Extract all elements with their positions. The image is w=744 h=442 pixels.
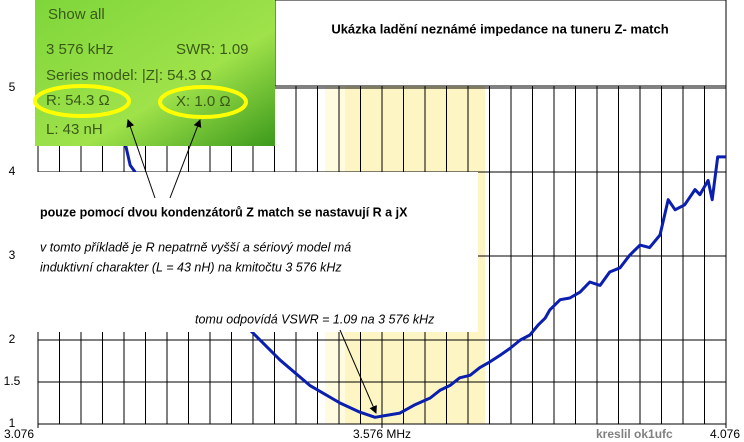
inset-text: Series model: |Z|: 54.3 Ω — [46, 67, 212, 84]
annotation: tomu odpovídá VSWR = 1.09 na 3 576 kHz — [195, 312, 435, 326]
annotation: pouze pomocí dvou kondenzátorů Z match s… — [40, 205, 408, 219]
annotation: v tomto příkladě je R nepatrně vyšší a s… — [40, 240, 351, 254]
x-tick-label: 3.576 MHz — [353, 427, 411, 441]
y-tick-label: 1.5 — [4, 374, 21, 388]
x-tick-label: 3.076 — [4, 427, 34, 441]
y-tick-label: 1 — [9, 416, 16, 430]
arrow — [126, 119, 156, 199]
arrow — [169, 119, 202, 199]
inset-text: X: 1.0 Ω — [176, 93, 231, 110]
y-tick-label: 5 — [9, 80, 16, 94]
arrow — [339, 329, 377, 414]
inset-text: Show all — [48, 6, 105, 23]
note-box — [36, 172, 478, 332]
chart-title: Ukázka ladění neznámé impedance na tuner… — [331, 21, 668, 36]
inset-text: SWR: 1.09 — [176, 41, 249, 58]
x-tick-label: 4.076 — [710, 427, 740, 441]
inset-text: L: 43 nH — [46, 121, 103, 138]
inset-text: R: 54.3 Ω — [46, 92, 110, 109]
credit: kreslil ok1ufc — [596, 427, 673, 441]
inset-text: 3 576 kHz — [46, 41, 114, 58]
highlight-ellipse — [33, 84, 131, 118]
y-tick-label: 2 — [9, 332, 16, 346]
y-tick-label: 4 — [9, 164, 16, 178]
title-box — [274, 0, 727, 87]
data-line — [118, 119, 726, 419]
annotation: induktivní charakter (L = 43 nH) na kmit… — [40, 260, 342, 274]
highlight-ellipse — [158, 85, 248, 119]
overlays: Ukázka ladění neznámé impedance na tuner… — [33, 0, 727, 441]
y-tick-label: 3 — [9, 248, 16, 262]
inset-screen — [35, 0, 275, 146]
